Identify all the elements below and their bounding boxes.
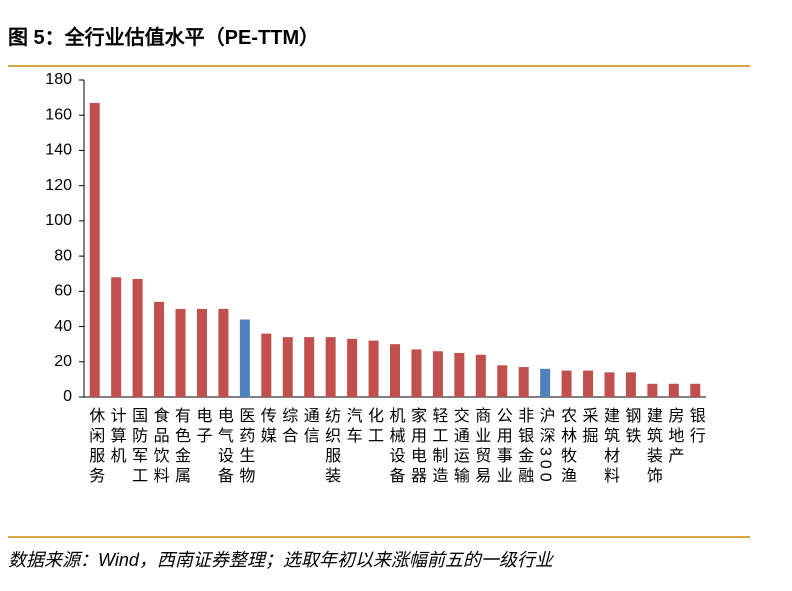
x-tick-label: 国防军工: [129, 407, 148, 487]
bar: [304, 337, 315, 397]
bar: [390, 344, 400, 397]
bar: [540, 368, 551, 397]
y-tick-label: 80: [54, 247, 72, 264]
bar: [411, 349, 422, 397]
x-tick-label: 银行: [687, 407, 706, 447]
x-tick-label: 农林牧渔: [558, 407, 577, 487]
x-tick-label: 汽车: [344, 407, 363, 447]
y-tick-label: 40: [54, 318, 72, 335]
bar: [239, 319, 250, 397]
y-tick-label: 160: [45, 106, 72, 123]
y-tick-label: 100: [45, 212, 72, 229]
y-tick-label: 60: [54, 283, 72, 300]
bar: [111, 277, 122, 397]
y-tick-label: 180: [45, 71, 72, 88]
x-tick-label: 食品饮料: [151, 407, 170, 487]
bar: [518, 367, 529, 397]
bar: [282, 337, 293, 397]
bar: [261, 333, 272, 397]
bar: [454, 352, 465, 397]
x-tick-label: 有色金属: [172, 407, 191, 487]
y-tick-label: 120: [45, 177, 72, 194]
x-tick-label: 休闲服务: [86, 407, 105, 487]
bar: [668, 383, 679, 397]
x-tick-label: 综合: [279, 407, 298, 447]
bar: [368, 340, 379, 397]
x-tick-label: 房地产: [665, 407, 684, 467]
bar: [604, 372, 615, 397]
bar: [647, 383, 658, 397]
x-tick-label: 建筑材料: [601, 407, 620, 487]
bar: [475, 354, 486, 397]
x-tick-label: 轻工制造: [429, 407, 448, 487]
x-tick-label: 纺织服装: [322, 407, 341, 487]
bar: [132, 279, 143, 397]
x-tick-label: 建筑装饰: [644, 407, 663, 487]
bar: [218, 308, 229, 397]
y-tick-label: 20: [54, 353, 72, 370]
bar: [432, 351, 443, 397]
bar: [583, 370, 594, 397]
bar: [196, 308, 207, 397]
bar: [497, 365, 508, 397]
bar: [690, 383, 701, 397]
bar: [89, 102, 100, 398]
source-note: 数据来源：Wind，西南证券整理；选取年初以来涨幅前五的一级行业: [8, 550, 555, 570]
x-tick-label: 公用事业: [494, 407, 513, 487]
x-tick-label: 家用电器: [408, 407, 427, 487]
x-tick-label: 非银金融: [515, 407, 534, 487]
bar: [625, 372, 636, 397]
x-tick-label: 商业贸易: [472, 407, 491, 487]
bar: [347, 338, 358, 397]
x-tick-label: 采掘: [580, 407, 599, 447]
bar: [561, 370, 572, 397]
bar: [154, 301, 165, 397]
bar: [175, 308, 186, 397]
x-tick-label: 传媒: [258, 407, 277, 447]
y-tick-label: 140: [45, 142, 72, 159]
x-tick-label: 通信: [301, 407, 320, 447]
x-tick-label: 电气设备: [215, 407, 234, 487]
x-tick-label: 钢铁: [622, 407, 641, 447]
bar: [325, 337, 336, 397]
x-tick-label: 电子: [193, 407, 212, 447]
x-tick-label: 沪深300: [537, 407, 556, 486]
y-tick-label: 0: [63, 388, 72, 405]
x-tick-label: 交通运输: [451, 407, 470, 487]
x-tick-label: 化工: [365, 407, 384, 447]
x-tick-label: 机械设备: [387, 407, 406, 487]
x-tick-label: 计算机: [108, 407, 127, 467]
x-tick-label: 医药生物: [236, 407, 255, 487]
chart-title: 图 5：全行业估值水平（PE-TTM）: [8, 25, 319, 49]
